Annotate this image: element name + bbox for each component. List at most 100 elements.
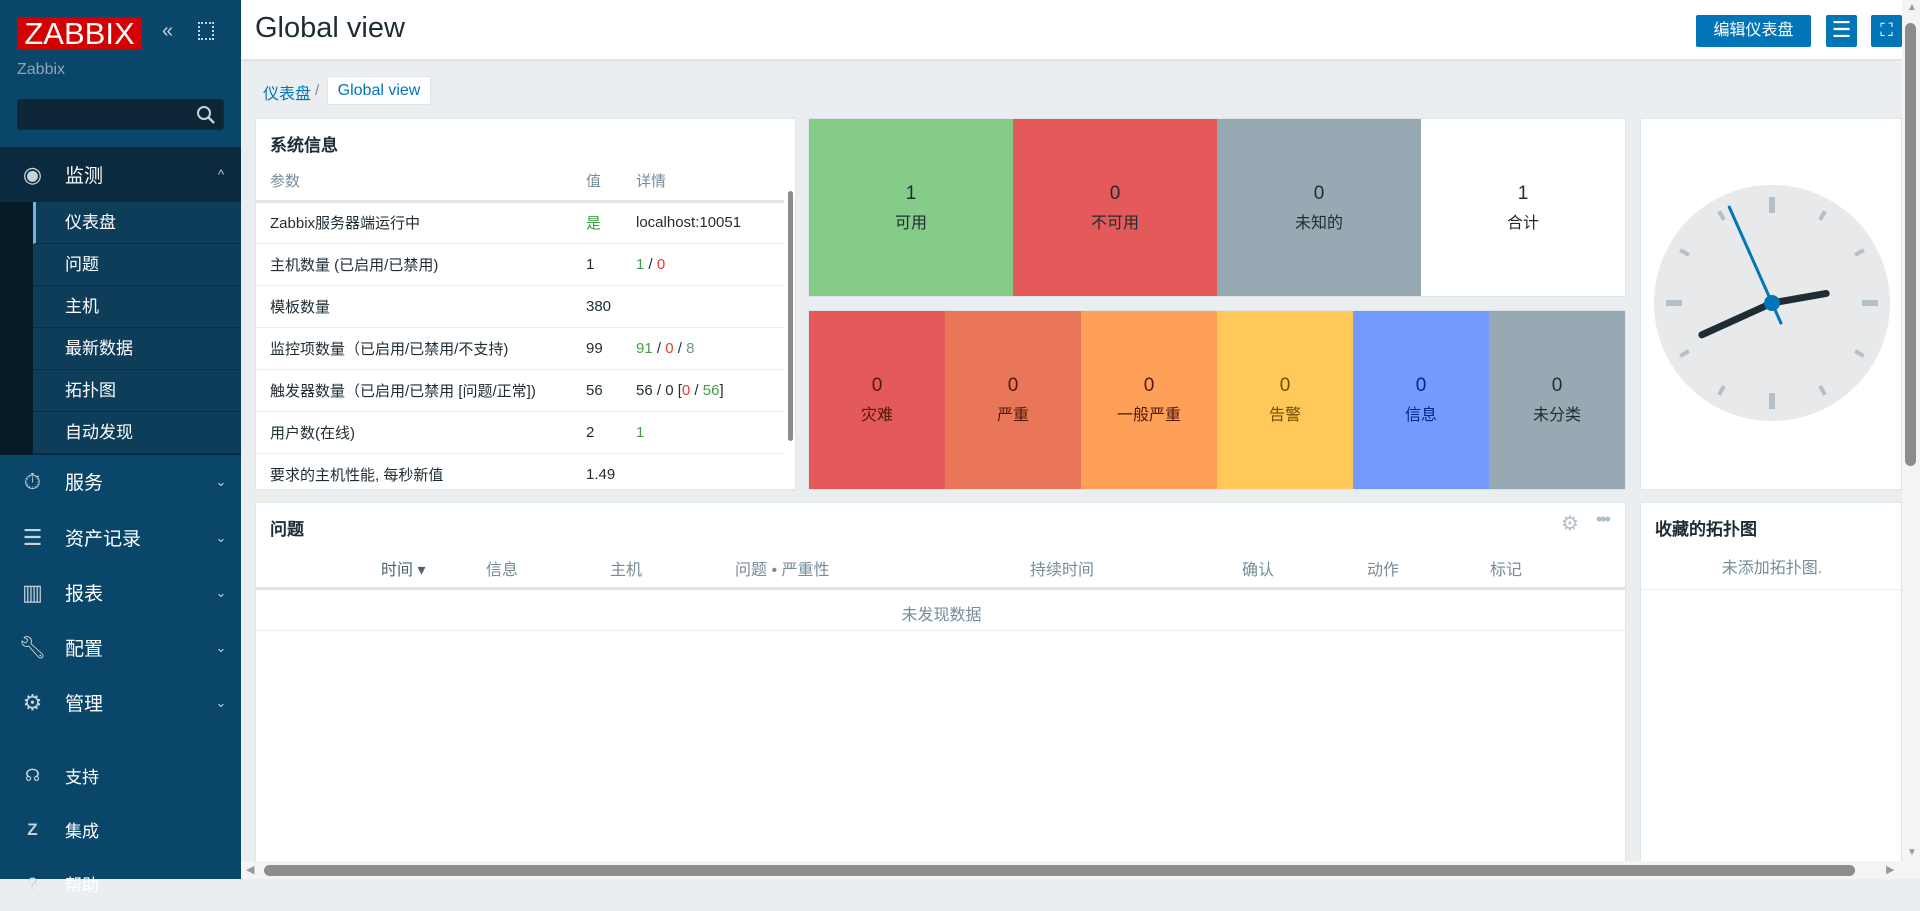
column-header-info: 信息: [486, 562, 519, 579]
label: 信息: [1404, 407, 1437, 424]
severity-cell[interactable]: 0 灾难: [809, 311, 945, 489]
table-row: 主机数量 (已启用/已禁用) 1 1 / 0: [256, 243, 784, 286]
edit-dashboard-button[interactable]: 编辑仪表盘: [1696, 15, 1811, 47]
z-icon: Z: [27, 819, 38, 839]
clock-center: [1764, 295, 1780, 311]
eye-icon: ◉: [22, 161, 43, 187]
count: 0: [1143, 375, 1155, 396]
breadcrumb-current[interactable]: Global view: [327, 76, 431, 105]
host-availability-widget: 1 可用 0 不可用 0 未知的 1 合计: [808, 118, 1626, 297]
count: 0: [1109, 182, 1121, 204]
count: 1: [1517, 182, 1529, 204]
search-input[interactable]: [17, 99, 224, 130]
chevron-down-icon: ⌄: [215, 694, 227, 710]
clock-tick: [1679, 248, 1690, 257]
page-header: Global view 编辑仪表盘 ☰ ⛶: [241, 0, 1902, 61]
horizontal-scrollbar[interactable]: ◀ ▶: [241, 861, 1902, 879]
table-row: Zabbix服务器端运行中是 localhost:10051: [256, 201, 784, 244]
label: 未知的: [1294, 214, 1343, 232]
clock-tick: [1679, 349, 1690, 358]
collapse-sidebar-icon[interactable]: «: [162, 20, 174, 42]
menu-item-problems[interactable]: 问题: [33, 244, 241, 286]
count: 0: [1007, 375, 1019, 396]
fullscreen-icon: ⛶: [1880, 20, 1893, 40]
widget-title: 问题: [270, 520, 304, 539]
column-header: 参数: [256, 161, 586, 203]
kiosk-mode-icon[interactable]: [198, 22, 214, 40]
menu-reports[interactable]: ▥ 报表 ⌄: [0, 565, 241, 620]
column-header: 值: [586, 161, 636, 203]
menu-button[interactable]: ☰: [1826, 15, 1857, 47]
label: 未分类: [1532, 407, 1581, 424]
table-row: 要求的主机性能, 每秒新值 1.49: [256, 453, 784, 489]
table-row: 触发器数量（已启用/已禁用 [问题/正常]) 56 56 / 0 [0 / 56]: [256, 369, 784, 412]
count: 0: [871, 375, 883, 396]
table-row: 用户数(在线) 2 1: [256, 411, 784, 454]
menu-configuration[interactable]: 🔧︎ 配置 ⌄: [0, 620, 241, 675]
availability-cell[interactable]: 1 合计: [1421, 119, 1625, 296]
availability-cell[interactable]: 0 不可用: [1013, 119, 1217, 296]
chevron-down-icon: ⌄: [215, 529, 227, 545]
more-options-icon[interactable]: •••: [1596, 509, 1611, 529]
hour-hand: [1768, 289, 1830, 307]
clock-face: [1654, 185, 1890, 421]
breadcrumb-separator: /: [315, 82, 320, 99]
menu-help[interactable]: ? 帮助: [0, 856, 241, 911]
label: 严重: [996, 407, 1029, 424]
column-header-host[interactable]: 主机: [610, 562, 643, 579]
column-header-problem-severity[interactable]: 问题 • 严重性: [735, 562, 830, 579]
count: 1: [905, 182, 917, 204]
menu-item-latest-data[interactable]: 最新数据: [33, 328, 241, 370]
gear-icon[interactable]: ⚙: [1561, 513, 1579, 535]
zabbix-logo[interactable]: ZABBIX: [17, 17, 142, 50]
list-icon: ☰: [22, 524, 43, 550]
chevron-up-icon: ^: [217, 167, 225, 182]
menu-administration[interactable]: ⚙ 管理 ⌄: [0, 675, 241, 730]
widget-title: 收藏的拓扑图: [1655, 520, 1757, 539]
column-header-actions: 动作: [1367, 562, 1400, 579]
severity-cell[interactable]: 0 一般严重: [1080, 311, 1217, 489]
menu-integrations[interactable]: Z 集成: [0, 802, 241, 857]
fullscreen-button[interactable]: ⛶: [1871, 15, 1902, 47]
clock-tick: [1717, 385, 1726, 396]
gear-icon: ⚙: [22, 689, 43, 715]
severity-cell[interactable]: 0 信息: [1352, 311, 1489, 489]
clock-tick: [1854, 248, 1865, 257]
breadcrumb-dashboards[interactable]: 仪表盘: [263, 86, 312, 103]
search-icon[interactable]: [196, 105, 216, 125]
help-icon: ?: [27, 873, 38, 893]
column-header-tags: 标记: [1490, 562, 1523, 579]
count: 0: [1279, 375, 1291, 396]
page-title: Global view: [255, 12, 405, 44]
widget-scrollbar[interactable]: [785, 171, 795, 489]
menu-monitoring[interactable]: ◉ 监测 ^: [0, 147, 241, 202]
menu-services[interactable]: ⏱ 服务 ⌄: [0, 454, 241, 509]
menu-item-maps[interactable]: 拓扑图: [33, 370, 241, 412]
menu-support[interactable]: ☊ 支持: [0, 748, 241, 803]
clock-tick: [1818, 210, 1827, 221]
severity-cell[interactable]: 0 未分类: [1489, 311, 1625, 489]
no-data-message: 未发现数据: [901, 607, 982, 624]
severity-cell[interactable]: 0 严重: [944, 311, 1081, 489]
count: 0: [1551, 375, 1563, 396]
count: 0: [1313, 182, 1325, 204]
column-header-time[interactable]: 时间 ▾: [381, 562, 426, 579]
label: 一般严重: [1116, 407, 1181, 424]
clock-tick: [1717, 210, 1726, 221]
sidebar: ZABBIX « Zabbix ◉ 监测 ^ 仪表盘 问题 主机 最新数据 拓扑图 …: [0, 0, 241, 895]
chevron-down-icon: ⌄: [215, 584, 227, 600]
availability-cell[interactable]: 0 未知的: [1217, 119, 1421, 296]
label: 合计: [1506, 214, 1539, 232]
menu-item-discovery[interactable]: 自动发现: [33, 412, 241, 454]
menu-item-dashboard[interactable]: 仪表盘: [33, 202, 241, 244]
column-header-ack: 确认: [1242, 562, 1275, 579]
vertical-scrollbar[interactable]: ▲ ▼: [1902, 0, 1920, 879]
minute-hand: [1698, 299, 1776, 339]
severity-cell[interactable]: 0 告警: [1217, 311, 1353, 489]
column-header-duration: 持续时间: [1030, 562, 1095, 579]
label: 不可用: [1090, 214, 1139, 232]
column-header: 详情: [636, 161, 784, 203]
availability-cell[interactable]: 1 可用: [809, 119, 1013, 296]
menu-item-hosts[interactable]: 主机: [33, 286, 241, 328]
menu-inventory[interactable]: ☰ 资产记录 ⌄: [0, 510, 241, 565]
